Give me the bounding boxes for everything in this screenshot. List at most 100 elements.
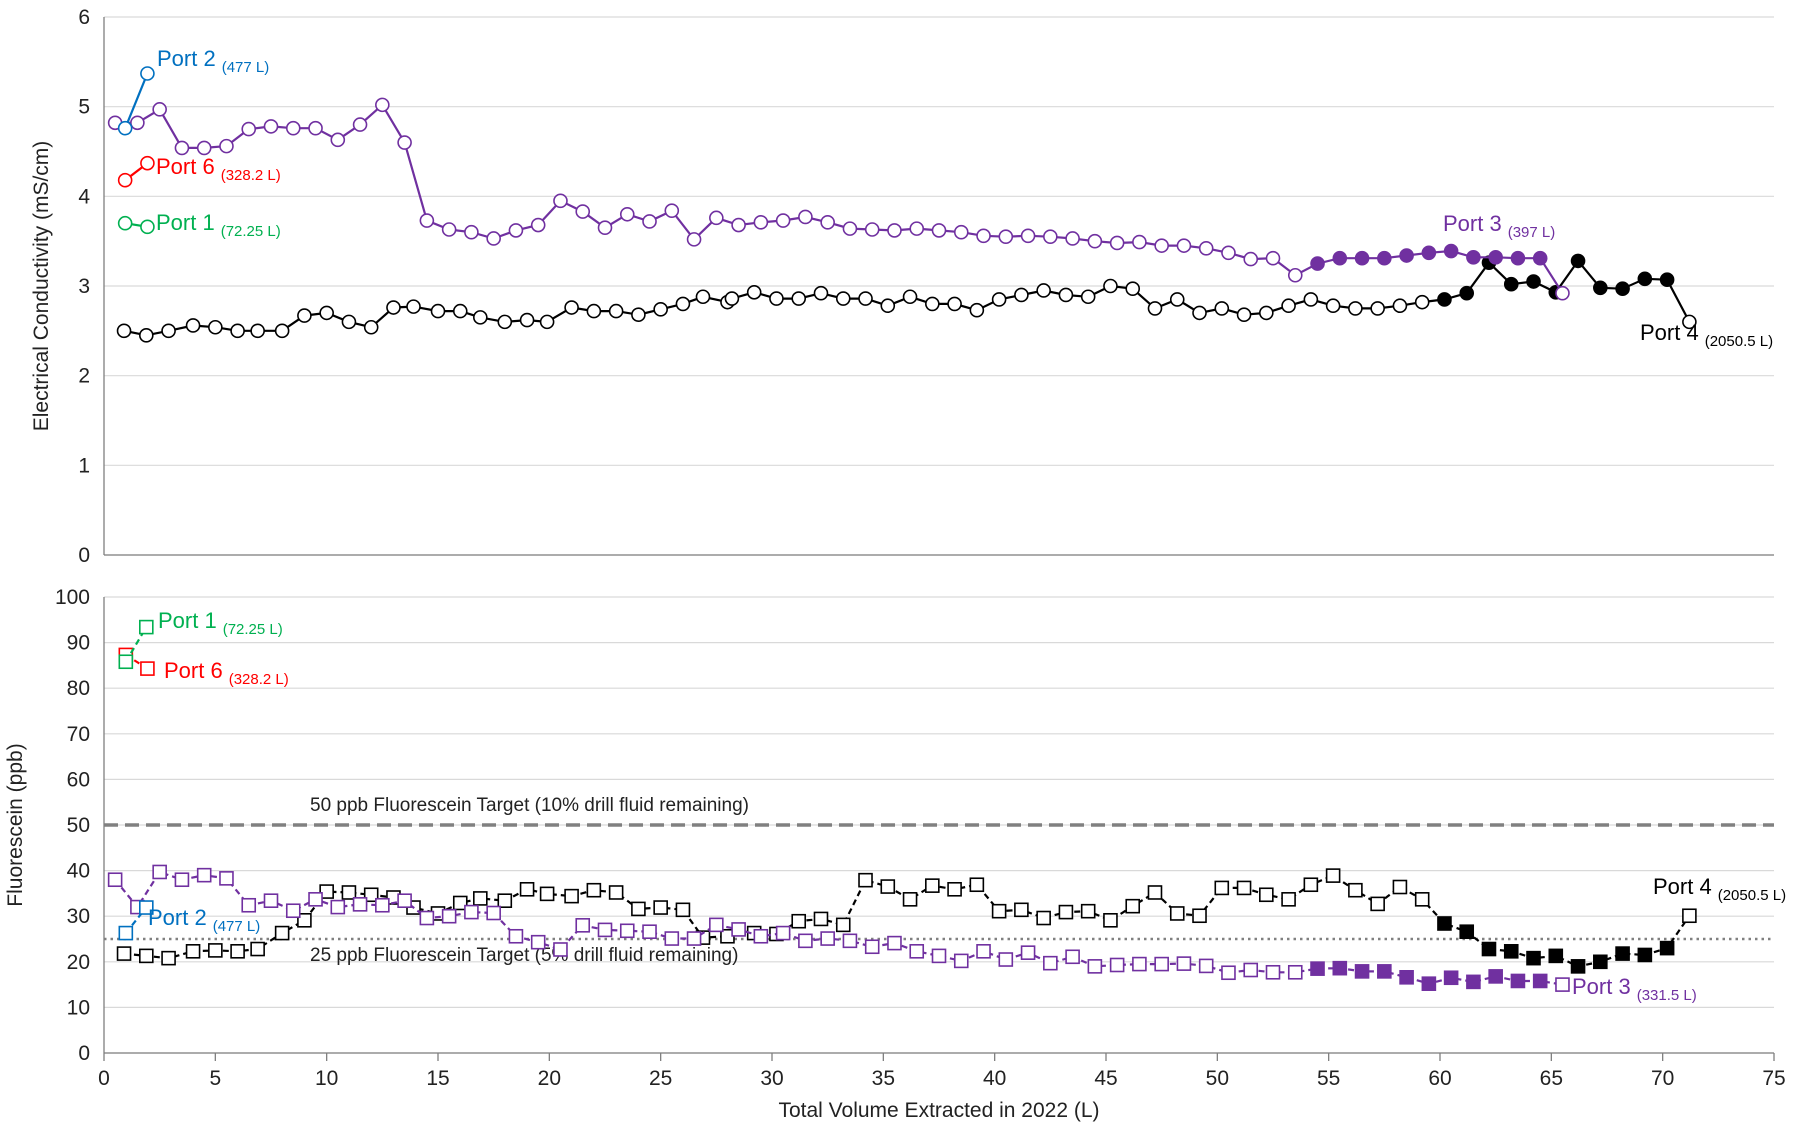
marker	[753, 928, 769, 944]
marker	[631, 901, 646, 917]
marker	[274, 323, 290, 339]
marker	[925, 878, 940, 893]
marker	[631, 307, 646, 322]
marker	[341, 885, 357, 900]
marker	[1421, 976, 1437, 991]
marker	[140, 661, 155, 676]
marker	[539, 314, 555, 330]
marker	[441, 222, 457, 237]
marker	[1332, 250, 1348, 266]
marker	[1154, 956, 1169, 972]
marker	[731, 217, 746, 233]
marker	[473, 891, 488, 906]
marker	[1259, 305, 1274, 321]
annotation-note: (397 L)	[1508, 224, 1556, 241]
marker	[419, 910, 435, 926]
marker	[230, 944, 245, 959]
marker	[1036, 910, 1051, 926]
marker	[1421, 245, 1437, 261]
marker	[430, 303, 446, 319]
marker	[1125, 898, 1141, 914]
y-tick-label: 5	[78, 96, 90, 119]
marker	[208, 319, 223, 335]
marker	[686, 931, 702, 946]
marker	[953, 224, 969, 240]
marker	[798, 933, 813, 949]
marker	[1615, 281, 1630, 296]
annotation-name: Port 2	[157, 46, 216, 71]
marker	[1287, 267, 1303, 283]
annotation-note: (72.25 L)	[223, 621, 283, 638]
marker	[1526, 274, 1541, 289]
annotation-note: (331.5 L)	[1637, 987, 1697, 1004]
marker	[452, 895, 468, 911]
marker	[597, 220, 613, 236]
marker	[564, 300, 579, 315]
x-tick-label: 75	[1762, 1067, 1785, 1090]
annotation-note: (72.25 L)	[221, 223, 281, 240]
marker	[497, 314, 513, 330]
annotation-note: (2050.5 L)	[1705, 333, 1773, 350]
marker	[1169, 292, 1185, 307]
marker	[1377, 964, 1392, 979]
marker	[185, 318, 201, 333]
marker	[140, 66, 155, 81]
marker	[1154, 238, 1169, 253]
marker	[1348, 301, 1363, 316]
marker	[858, 872, 873, 888]
x-tick-label: 70	[1651, 1067, 1674, 1090]
annotation-name: Port 1	[158, 608, 217, 633]
marker	[375, 897, 390, 913]
marker	[1570, 959, 1586, 974]
marker	[152, 864, 167, 880]
marker	[1132, 234, 1147, 250]
y-tick-label: 40	[67, 860, 90, 883]
marker	[858, 291, 873, 306]
y-tick-label: 6	[78, 6, 90, 29]
y-tick-label: 4	[78, 185, 90, 208]
marker	[308, 892, 323, 907]
marker	[1176, 956, 1192, 971]
marker	[161, 950, 176, 966]
marker	[107, 872, 123, 888]
marker	[117, 172, 133, 188]
y-tick-label: 0	[78, 1042, 90, 1065]
marker	[675, 902, 691, 918]
marker	[1065, 231, 1080, 246]
series-annotation: Port 6 (328.2 L)	[164, 658, 289, 688]
marker	[1169, 906, 1185, 921]
marker	[464, 904, 479, 920]
marker	[553, 193, 568, 209]
marker	[1192, 908, 1207, 924]
marker	[1132, 956, 1147, 972]
marker	[564, 888, 579, 904]
marker	[1481, 941, 1497, 957]
y-tick-label: 1	[78, 454, 90, 477]
marker	[653, 302, 668, 317]
marker	[1443, 243, 1459, 259]
marker	[352, 897, 368, 912]
marker	[161, 323, 176, 339]
marker	[902, 892, 918, 907]
marker	[139, 328, 154, 343]
marker	[664, 931, 680, 946]
series-annotation: Port 3 (397 L)	[1443, 211, 1555, 241]
y-tick-label: 50	[67, 814, 90, 837]
marker	[1058, 904, 1074, 920]
marker	[118, 654, 134, 670]
x-axis-label: Total Volume Extracted in 2022 (L)	[778, 1099, 1099, 1122]
y-tick-label: 20	[67, 951, 90, 974]
annotation-name: Port 3	[1572, 974, 1631, 999]
marker	[1659, 940, 1675, 956]
y-axis-label: Fluorescein (ppb)	[4, 743, 27, 906]
marker	[406, 299, 421, 314]
marker	[842, 933, 858, 949]
marker	[1192, 305, 1207, 321]
marker	[397, 135, 412, 150]
marker	[250, 323, 265, 339]
annotation-name: Port 4	[1653, 874, 1712, 899]
marker	[1109, 957, 1125, 973]
marker	[174, 872, 190, 888]
marker	[1555, 285, 1570, 301]
marker	[140, 155, 155, 171]
